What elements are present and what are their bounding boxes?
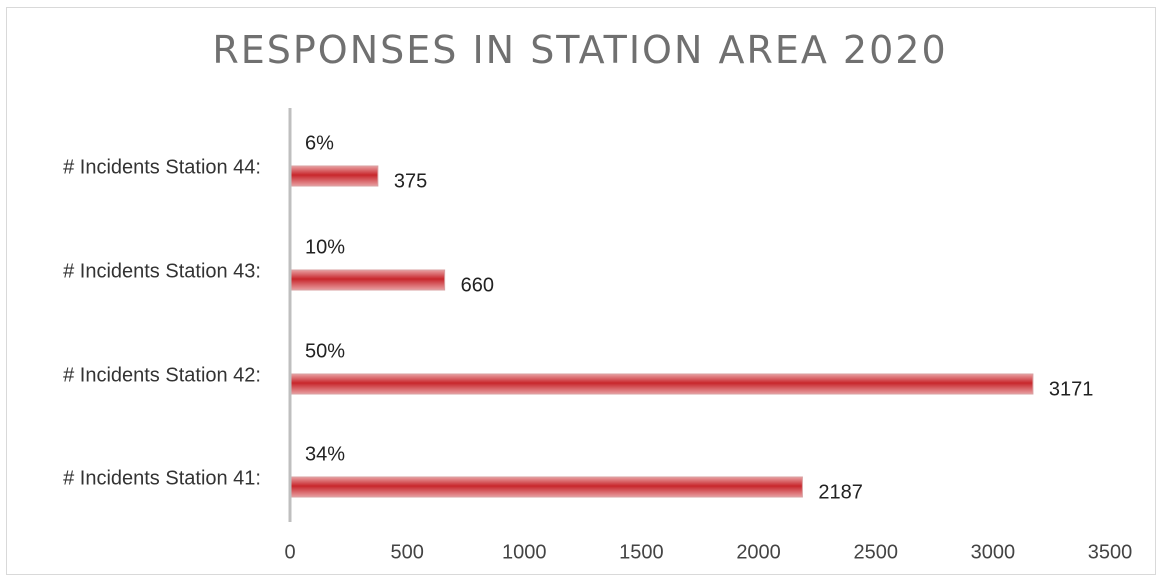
percent-label: 10% (305, 236, 345, 258)
x-tick-label: 1000 (502, 541, 547, 563)
x-tick-label: 2500 (853, 541, 898, 563)
bar (290, 165, 379, 187)
x-tick-label: 0 (284, 541, 295, 563)
value-label: 2187 (818, 481, 863, 503)
bar (290, 373, 1034, 395)
x-tick-label: 500 (390, 541, 423, 563)
value-label: 375 (394, 170, 427, 192)
value-label: 3171 (1049, 378, 1094, 400)
category-label: # Incidents Station 44: (63, 156, 261, 178)
x-tick-label: 3500 (1088, 541, 1133, 563)
x-tick-label: 3000 (971, 541, 1016, 563)
bar (290, 476, 803, 498)
category-label: # Incidents Station 42: (63, 364, 261, 386)
percent-label: 50% (305, 340, 345, 362)
bar (290, 269, 446, 291)
chart-title: RESPONSES IN STATION AREA 2020 (212, 28, 948, 72)
percent-label: 34% (305, 443, 345, 465)
value-label: 660 (461, 274, 494, 296)
x-tick-label: 1500 (619, 541, 664, 563)
category-label: # Incidents Station 43: (63, 260, 261, 282)
percent-label: 6% (305, 132, 334, 154)
x-tick-label: 2000 (736, 541, 781, 563)
category-label: # Incidents Station 41: (63, 467, 261, 489)
